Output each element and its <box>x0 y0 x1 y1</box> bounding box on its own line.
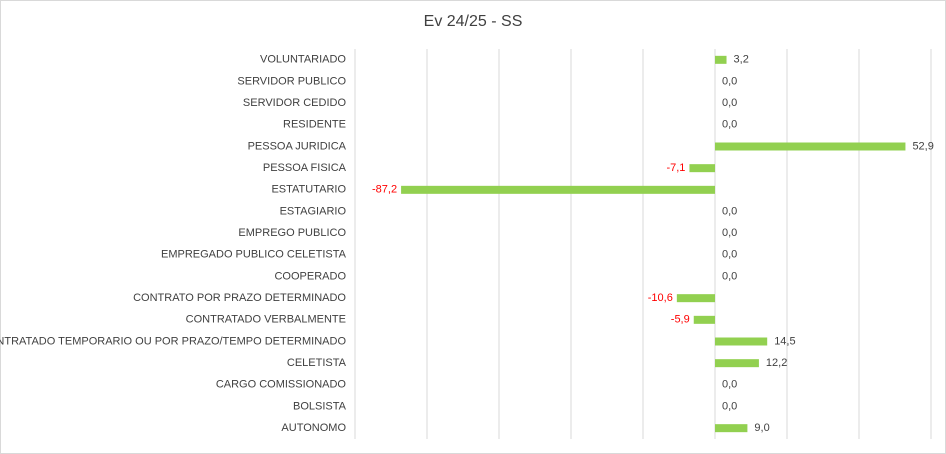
bar <box>715 337 768 346</box>
y-tick-label: EMPREGADO PUBLICO CELETISTA <box>161 249 347 261</box>
chart-title: Ev 24/25 - SS <box>424 13 523 30</box>
data-label: 12,2 <box>766 357 787 369</box>
y-tick-label: ESTAGIARIO <box>280 205 347 217</box>
y-tick-label: AUTONOMO <box>281 422 346 434</box>
data-label: -10,6 <box>648 292 673 304</box>
data-label: 0,0 <box>722 270 737 282</box>
bar <box>715 55 727 64</box>
y-tick-label: PESSOA JURIDICA <box>248 140 347 152</box>
y-tick-label: CELETISTA <box>287 357 347 369</box>
y-tick-label: BOLSISTA <box>293 400 347 412</box>
bar <box>715 424 748 433</box>
y-tick-label: SERVIDOR PUBLICO <box>237 75 346 87</box>
data-label: 14,5 <box>774 335 795 347</box>
bar <box>689 164 715 173</box>
y-tick-label: CARGO COMISSIONADO <box>216 379 347 391</box>
data-label: 0,0 <box>722 249 737 261</box>
data-label: -7,1 <box>666 162 685 174</box>
data-label: -5,9 <box>671 314 690 326</box>
data-label: 0,0 <box>722 97 737 109</box>
bar <box>715 142 906 151</box>
y-tick-label: RESIDENTE <box>283 119 346 131</box>
bar <box>715 359 759 368</box>
data-label: 0,0 <box>722 205 737 217</box>
y-tick-label: CONTRATADO VERBALMENTE <box>186 314 346 326</box>
data-label: 0,0 <box>722 119 737 131</box>
data-label: 0,0 <box>722 227 737 239</box>
bar <box>401 185 715 194</box>
data-label: 52,9 <box>912 140 933 152</box>
y-tick-label: SERVIDOR CEDIDO <box>243 97 347 109</box>
data-label: 3,2 <box>734 54 749 66</box>
y-tick-label: COOPERADO <box>274 270 346 282</box>
y-tick-label: PESSOA FISICA <box>263 162 347 174</box>
data-label: 0,0 <box>722 379 737 391</box>
data-label: -87,2 <box>372 184 397 196</box>
data-label: 9,0 <box>754 422 769 434</box>
bar <box>693 315 715 324</box>
y-tick-label: CONTRATO POR PRAZO DETERMINADO <box>133 292 346 304</box>
y-tick-label: VOLUNTARIADO <box>260 54 346 66</box>
bar <box>676 294 715 303</box>
y-tick-label: EMPREGO PUBLICO <box>238 227 346 239</box>
y-tick-label: ESTATUTARIO <box>271 184 346 196</box>
data-label: 0,0 <box>722 400 737 412</box>
y-tick-label: CONTRATADO TEMPORARIO OU POR PRAZO/TEMPO… <box>0 335 346 347</box>
data-label: 0,0 <box>722 75 737 87</box>
